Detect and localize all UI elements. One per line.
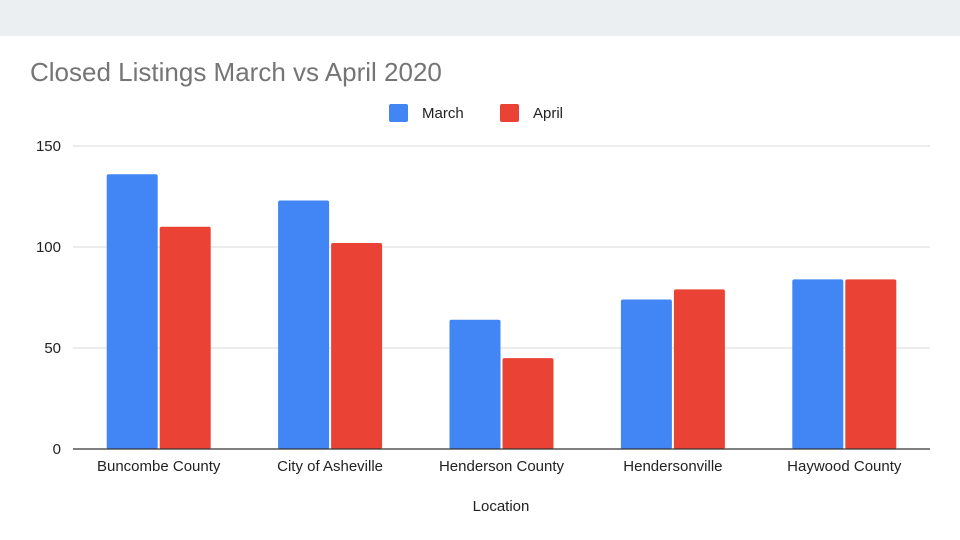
bar-march-4 bbox=[620, 299, 672, 449]
x-tick-label: Buncombe County bbox=[97, 458, 221, 475]
x-tick-label: Hendersonville bbox=[623, 458, 722, 475]
x-axis-title: Location bbox=[473, 498, 530, 515]
x-tick-label: Henderson County bbox=[439, 458, 565, 475]
bar-april-5 bbox=[845, 279, 897, 449]
bar-april-4 bbox=[673, 289, 725, 449]
y-tick-label: 0 bbox=[53, 441, 61, 458]
legend-swatch-april bbox=[500, 104, 519, 122]
x-tick-label: Haywood County bbox=[787, 458, 902, 475]
y-tick-label: 50 bbox=[44, 340, 61, 357]
bars bbox=[106, 174, 897, 449]
bar-april-1 bbox=[159, 226, 211, 449]
bar-april-3 bbox=[502, 358, 554, 449]
bar-march-5 bbox=[792, 279, 844, 449]
legend: March April bbox=[389, 104, 563, 122]
bar-march-2 bbox=[278, 200, 330, 449]
legend-label-march: March bbox=[422, 105, 464, 122]
bar-march-1 bbox=[106, 174, 158, 449]
gridlines bbox=[73, 145, 930, 349]
chart-title: Closed Listings March vs April 2020 bbox=[30, 57, 442, 87]
legend-label-april: April bbox=[533, 105, 563, 122]
y-tick-label: 150 bbox=[36, 138, 61, 155]
y-tick-labels: 0 50 100 150 bbox=[36, 138, 61, 458]
x-tick-label: City of Asheville bbox=[277, 458, 383, 475]
bar-march-3 bbox=[449, 319, 501, 449]
legend-swatch-march bbox=[389, 104, 408, 122]
top-strip bbox=[0, 0, 960, 36]
y-tick-label: 100 bbox=[36, 239, 61, 256]
x-tick-labels: Buncombe County City of Asheville Henderso… bbox=[97, 458, 902, 475]
bar-april-2 bbox=[331, 242, 383, 449]
